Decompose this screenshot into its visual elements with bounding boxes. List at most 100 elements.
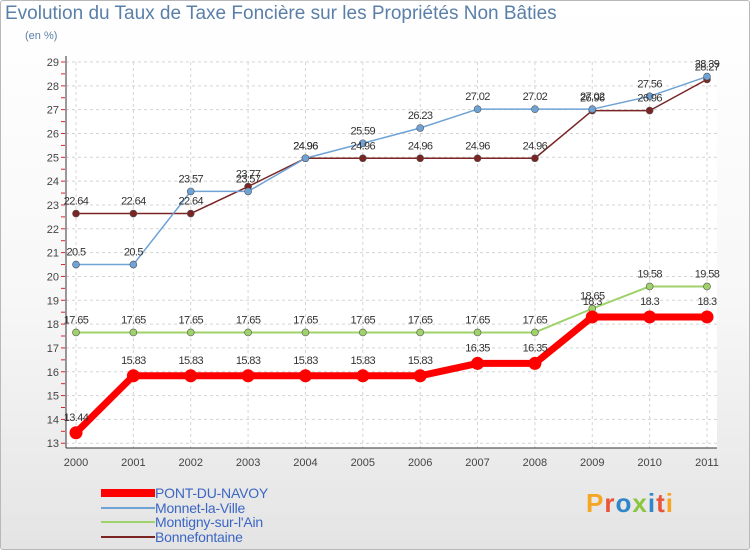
data-point	[126, 369, 140, 383]
legend-label: Bonnefontaine	[155, 529, 243, 545]
data-label: 28.39	[695, 59, 720, 71]
logo-letter: x	[632, 488, 648, 518]
y-tick-label: 22	[47, 224, 59, 236]
x-tick-label: 2008	[523, 457, 547, 469]
data-label: 20.5	[66, 247, 85, 259]
data-label: 18.65	[580, 291, 605, 303]
y-tick-label: 28	[47, 81, 59, 93]
x-tick-label: 2005	[351, 457, 375, 469]
data-label: 19.58	[637, 268, 662, 280]
data-point	[531, 154, 539, 163]
data-label: 17.65	[121, 314, 146, 326]
data-point	[69, 426, 83, 440]
logo-letter: i	[665, 488, 674, 518]
data-label: 26.23	[408, 110, 433, 122]
data-label: 18.3	[640, 296, 659, 308]
series-line-0	[73, 313, 707, 436]
data-point	[359, 139, 367, 148]
data-label: 27.02	[465, 91, 490, 103]
data-label: 24.96	[465, 140, 490, 152]
data-label: 15.83	[236, 355, 261, 367]
data-point	[301, 154, 310, 163]
legend-item: Bonnefontaine	[101, 529, 243, 545]
chart-title: Evolution du Taux de Taxe Foncière sur l…	[5, 3, 557, 24]
data-label: 23.77	[236, 169, 261, 181]
data-point	[645, 92, 654, 101]
legend-item: Montigny-sur-l'Ain	[101, 514, 263, 530]
data-label: 16.35	[465, 342, 490, 354]
data-point	[72, 260, 80, 269]
series-line-2	[76, 285, 707, 334]
data-label: 15.83	[351, 355, 376, 367]
data-point	[416, 124, 424, 132]
data-label: 24.96	[293, 140, 318, 152]
data-point	[298, 369, 312, 383]
x-tick-label: 2011	[695, 457, 719, 469]
data-point	[588, 105, 597, 113]
logo-letter: t	[656, 488, 666, 518]
data-label: 17.65	[64, 314, 89, 326]
data-point	[359, 154, 367, 163]
logo-letter: P	[586, 488, 605, 518]
data-label: 24.96	[523, 140, 548, 152]
data-label: 22.64	[121, 196, 146, 208]
y-tick-label: 29	[47, 57, 59, 69]
data-label: 26.96	[580, 93, 605, 105]
legend-swatch	[101, 489, 155, 497]
legend-swatch	[101, 536, 155, 538]
data-label: 18.3	[583, 296, 602, 308]
data-point	[531, 105, 539, 113]
data-label: 15.83	[178, 355, 203, 367]
proxiti-logo: Proxiti	[586, 488, 674, 519]
data-label: 26.96	[637, 93, 662, 105]
x-tick-label: 2007	[465, 457, 489, 469]
data-label: 17.65	[293, 314, 318, 326]
series-line-1	[76, 75, 708, 266]
data-label: 22.64	[64, 196, 89, 208]
logo-letter: r	[604, 488, 616, 518]
data-label: 24.96	[351, 140, 376, 152]
data-point	[413, 369, 427, 383]
data-label: 15.83	[121, 355, 146, 367]
y-tick-label: 26	[47, 128, 59, 140]
plot-area	[66, 62, 717, 448]
legend-item: PONT-DU-NAVOY	[101, 485, 268, 501]
data-label: 17.65	[523, 314, 548, 326]
y-tick-label: 21	[47, 248, 59, 260]
x-tick-label: 2002	[178, 457, 202, 469]
data-point	[186, 209, 195, 218]
x-tick-label: 2001	[121, 457, 145, 469]
data-point	[186, 187, 195, 196]
data-point	[244, 328, 252, 337]
legend-item: Monnet-la-Ville	[101, 500, 245, 516]
data-point	[471, 356, 485, 370]
data-point	[129, 209, 138, 218]
y-tick-label: 23	[47, 200, 59, 212]
data-label: 23.57	[236, 173, 261, 185]
legend-swatch	[101, 521, 155, 523]
y-tick-label: 13	[47, 438, 59, 450]
y-tick-label: 25	[47, 152, 59, 164]
data-point	[528, 356, 542, 370]
data-label: 15.83	[293, 355, 318, 367]
data-label: 20.5	[124, 247, 143, 259]
data-label: 15.83	[408, 355, 433, 367]
data-label: 24.96	[408, 140, 433, 152]
data-point	[416, 328, 424, 337]
x-tick-label: 2000	[64, 457, 88, 469]
data-point	[184, 369, 198, 383]
data-point	[301, 328, 310, 337]
y-tick-label: 19	[47, 295, 59, 307]
data-label: 17.65	[351, 314, 376, 326]
data-label: 24.96	[293, 140, 318, 152]
data-label: 22.64	[178, 196, 203, 208]
data-label: 13.44	[64, 412, 89, 424]
data-label: 18.3	[697, 296, 716, 308]
legend-swatch	[101, 507, 155, 509]
data-point	[473, 328, 482, 337]
data-point	[129, 260, 138, 269]
y-tick-label: 16	[47, 367, 59, 379]
data-label: 16.35	[523, 342, 548, 354]
data-point	[241, 369, 255, 383]
